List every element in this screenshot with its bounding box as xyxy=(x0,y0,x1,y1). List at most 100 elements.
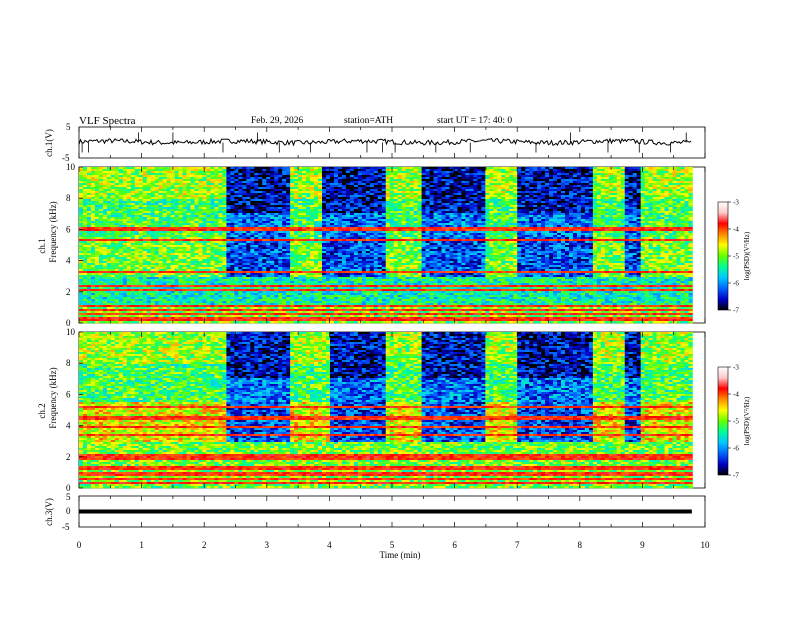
spectrogram-cell xyxy=(266,197,271,200)
spectrogram-cell xyxy=(676,175,681,178)
spectrogram-cell xyxy=(545,179,550,182)
spectrogram-cell xyxy=(266,187,271,190)
spectrogram-cell xyxy=(206,187,211,190)
spectrogram-cell xyxy=(632,177,638,180)
spectrogram-cell xyxy=(329,209,335,212)
spectrogram-cell xyxy=(146,185,151,188)
spectrogram-cell xyxy=(437,195,442,198)
spectrogram-cell xyxy=(628,179,634,182)
spectrogram-cell xyxy=(102,189,108,192)
spectrogram-cell xyxy=(680,215,685,218)
spectrogram-cell xyxy=(608,229,614,232)
spectrogram-cell xyxy=(632,203,638,206)
spectrogram-cell xyxy=(79,209,84,212)
spectrogram-cell xyxy=(513,213,518,216)
spectrogram-cell xyxy=(537,219,542,222)
spectrogram-cell xyxy=(688,227,693,230)
spectrogram-cell xyxy=(202,223,207,226)
spectrogram-cell xyxy=(90,179,96,182)
spectrogram-cell xyxy=(541,187,546,190)
spectrogram-cell xyxy=(270,181,275,184)
spectrogram-cell xyxy=(333,209,339,212)
spectrogram-cell xyxy=(166,211,171,214)
spectrogram-cell xyxy=(596,177,602,180)
spectrogram-cell xyxy=(194,167,199,170)
spectrogram-cell xyxy=(453,173,458,176)
spectrogram-cell xyxy=(98,183,104,186)
spectrogram-cell xyxy=(541,167,546,170)
spectrogram-cell xyxy=(517,179,522,182)
spectrogram-cell xyxy=(254,215,259,218)
spectrogram-cell xyxy=(349,181,355,184)
spectrogram-cell xyxy=(345,211,351,214)
spectrogram-cell xyxy=(501,227,506,230)
spectrogram-cell xyxy=(106,171,112,174)
spectrogram-cell xyxy=(385,167,391,170)
spectrogram-cell xyxy=(198,193,203,196)
spectrogram-cell xyxy=(182,177,187,180)
spectrogram-cell xyxy=(493,225,498,228)
spectrogram-cell xyxy=(688,215,693,218)
spectrogram-cell xyxy=(453,185,458,188)
spectrogram-cell xyxy=(114,183,120,186)
spectrogram-cell xyxy=(94,207,100,210)
spectrogram-cell xyxy=(389,183,394,186)
spectrogram-cell xyxy=(325,197,331,200)
spectrogram-cell xyxy=(118,209,124,212)
spectrogram-cell xyxy=(206,173,211,176)
spectrogram-cell xyxy=(262,189,267,192)
spectrogram-cell xyxy=(425,175,430,178)
spectrogram-cell xyxy=(409,209,414,212)
spectrogram-cell xyxy=(158,215,163,218)
spectrogram-cell xyxy=(214,191,219,194)
spectrogram-cell xyxy=(652,183,657,186)
spectrogram-cell xyxy=(608,227,614,230)
spectrogram-cell xyxy=(210,189,215,192)
spectrogram-cell xyxy=(306,189,311,192)
spectrogram-cell xyxy=(417,181,422,184)
spectrogram-cell xyxy=(170,181,175,184)
spectrogram-cell xyxy=(401,219,406,222)
spectrogram-cell xyxy=(357,177,363,180)
spectrogram-cell xyxy=(222,213,227,216)
spectrogram-cell xyxy=(333,171,339,174)
spectrogram-cell xyxy=(322,193,327,196)
spectrogram-cell xyxy=(258,217,263,220)
spectrogram-cell xyxy=(588,229,594,232)
spectrogram-cell xyxy=(226,173,231,176)
spectrogram-cell xyxy=(624,187,630,190)
spectrogram-cell xyxy=(421,185,426,188)
spectrogram-cell xyxy=(417,193,422,196)
spectrogram-cell xyxy=(461,193,466,196)
spectrogram-cell xyxy=(230,199,235,202)
spectrogram-cell xyxy=(322,221,327,224)
spectrogram-cell xyxy=(632,223,638,226)
spectrogram-cell xyxy=(545,169,550,172)
spectrogram-cell xyxy=(270,221,275,224)
spectrogram-cell xyxy=(409,203,414,206)
spectrogram-cell xyxy=(357,189,363,192)
spectrogram-cell xyxy=(142,189,148,192)
spectrogram-cell xyxy=(549,191,554,194)
spectrogram-cell xyxy=(648,173,653,176)
spectrogram-cell xyxy=(254,187,259,190)
spectrogram-cell xyxy=(385,201,391,204)
spectrogram-cell xyxy=(222,177,227,180)
spectrogram-cell xyxy=(174,223,179,226)
spectrogram-cell xyxy=(397,169,402,172)
spectrogram-cell xyxy=(541,209,546,212)
spectrogram-cell xyxy=(278,193,283,196)
spectrogram-cell xyxy=(580,187,586,190)
spectrogram-cell xyxy=(369,179,375,182)
spectrogram-cell xyxy=(684,223,689,226)
spectrogram-cell xyxy=(393,207,398,210)
spectrogram-cell xyxy=(250,169,255,172)
spectrogram-cell xyxy=(182,171,187,174)
spectrogram-cell xyxy=(680,193,685,196)
spectrogram-cell xyxy=(465,225,470,228)
spectrogram-cell xyxy=(318,179,323,182)
spectrogram-cell xyxy=(449,219,454,222)
spectrogram-cell xyxy=(298,231,303,234)
spectrogram-cell xyxy=(210,219,215,222)
spectrogram-cell xyxy=(142,167,148,170)
